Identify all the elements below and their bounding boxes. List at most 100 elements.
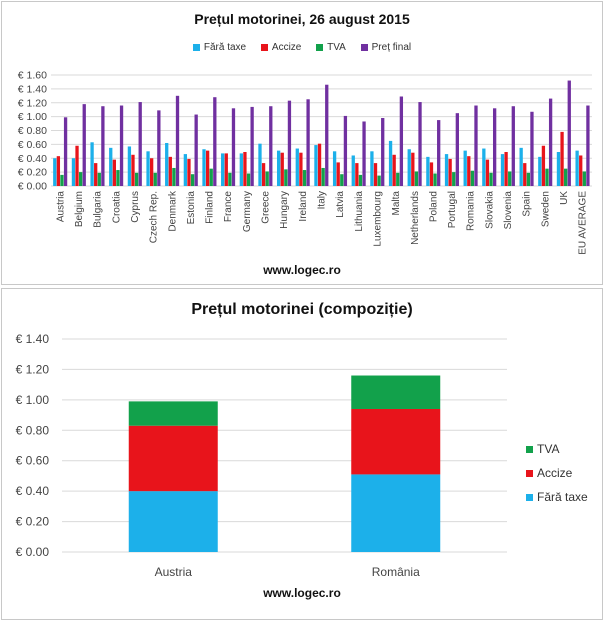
bar (411, 152, 415, 186)
x-tick-label: Sweden (540, 191, 551, 227)
bar (407, 149, 411, 186)
bottom-chart-title: Prețul motorinei (compoziție) (191, 301, 413, 318)
bar (150, 158, 154, 186)
bar (280, 152, 284, 186)
legend-item-fara-taxe: Fără taxe (192, 42, 246, 53)
bar (545, 168, 549, 186)
bar (119, 105, 124, 186)
y-tick-label: € 1.00 (16, 393, 50, 407)
legend-swatch (526, 469, 533, 477)
y-tick-label: € 0.20 (16, 515, 50, 529)
bar (127, 146, 132, 186)
bar (71, 158, 76, 186)
bar (90, 142, 94, 186)
bar (538, 156, 542, 186)
stacked-bar-segment (351, 375, 441, 409)
bar (63, 117, 68, 186)
bar (482, 148, 486, 186)
bar (548, 98, 553, 186)
bar (302, 170, 307, 186)
bar (202, 149, 206, 186)
bar (474, 105, 478, 186)
bar (358, 174, 363, 186)
bar (523, 163, 527, 186)
bar (213, 97, 217, 186)
top-chart-footer: www.logec.ro (263, 263, 341, 277)
x-tick-label: Lithuania (354, 191, 365, 232)
x-tick-label: Denmark (167, 190, 178, 232)
bar (362, 121, 366, 186)
bar (392, 154, 396, 186)
bar (56, 156, 61, 186)
bar (228, 172, 232, 186)
bar (53, 158, 57, 186)
bar (582, 171, 586, 186)
legend-swatch (360, 43, 368, 51)
x-tick-label: EU AVERAGE (578, 191, 589, 255)
x-tick-label: Estonia (186, 191, 197, 225)
x-tick-label: Slovakia (484, 191, 495, 229)
stacked-bar-segment (128, 401, 218, 426)
bottom-chart-legend: TVA Accize Fără taxe (526, 437, 588, 509)
bar (243, 152, 247, 186)
x-tick-label: Spain (522, 191, 533, 217)
legend-swatch (192, 43, 200, 51)
legend-item-accize: Accize (260, 42, 301, 53)
legend-swatch (260, 43, 268, 51)
y-tick-label: € 1.20 (16, 362, 50, 376)
bar (463, 150, 467, 186)
top-chart-legend: Fără taxe Accize TVA Preț final (2, 42, 602, 53)
bottom-chart-plot: € 0.00 € 0.20 € 0.40 € 0.60 € 0.80 € 1.00 € 1.… (16, 332, 507, 579)
bar (455, 113, 459, 186)
stacked-bar-segment (128, 491, 218, 552)
bar (78, 172, 83, 186)
bar (250, 106, 254, 186)
bar (381, 118, 385, 186)
bar (504, 152, 508, 186)
legend-swatch (316, 43, 324, 51)
x-tick-label: Netherlands (410, 191, 421, 245)
y-tick-label: € 1.20 (18, 97, 47, 109)
x-tick-label: France (223, 191, 234, 223)
y-tick-label: € 0.60 (18, 139, 47, 151)
x-tick-label: Hungary (279, 191, 290, 229)
x-tick-label: Poland (428, 191, 439, 222)
y-tick-label: € 1.00 (18, 111, 47, 123)
bar (492, 108, 497, 186)
bar (511, 106, 515, 186)
bar (396, 172, 400, 186)
legend-label: Fără taxe (537, 490, 588, 504)
x-tick-label: Austria (155, 565, 193, 579)
bar (183, 154, 188, 186)
bar (109, 147, 113, 186)
y-tick-label: € 0.40 (16, 484, 50, 498)
bar (194, 114, 198, 186)
bar (75, 145, 79, 186)
bar (317, 143, 322, 186)
bar (448, 158, 452, 186)
bar (134, 172, 139, 186)
top-chart-plot: € 0.00 € 0.20 € 0.40 € 0.60 € 0.80 € 1.00 € 1.… (18, 70, 592, 255)
bar (205, 150, 210, 186)
top-chart-title: Prețul motorinei, 26 august 2015 (194, 11, 410, 27)
legend-item-accize: Accize (526, 461, 588, 485)
bar (221, 153, 225, 186)
bar (276, 150, 281, 186)
bar (489, 172, 493, 186)
bar (153, 172, 157, 186)
bar (97, 172, 101, 186)
x-tick-label: Malta (391, 191, 402, 216)
bar (261, 163, 266, 186)
bar (269, 106, 273, 186)
bar (429, 162, 434, 186)
y-tick-label: € 0.80 (18, 125, 47, 137)
bar (388, 140, 393, 186)
bar (530, 111, 534, 186)
bar (287, 100, 292, 186)
bar (485, 159, 490, 186)
bar (112, 159, 116, 186)
y-tick-label: € 1.40 (18, 83, 47, 95)
bar (355, 163, 359, 186)
x-tick-label: Croatia (111, 191, 122, 224)
bar (418, 102, 422, 186)
